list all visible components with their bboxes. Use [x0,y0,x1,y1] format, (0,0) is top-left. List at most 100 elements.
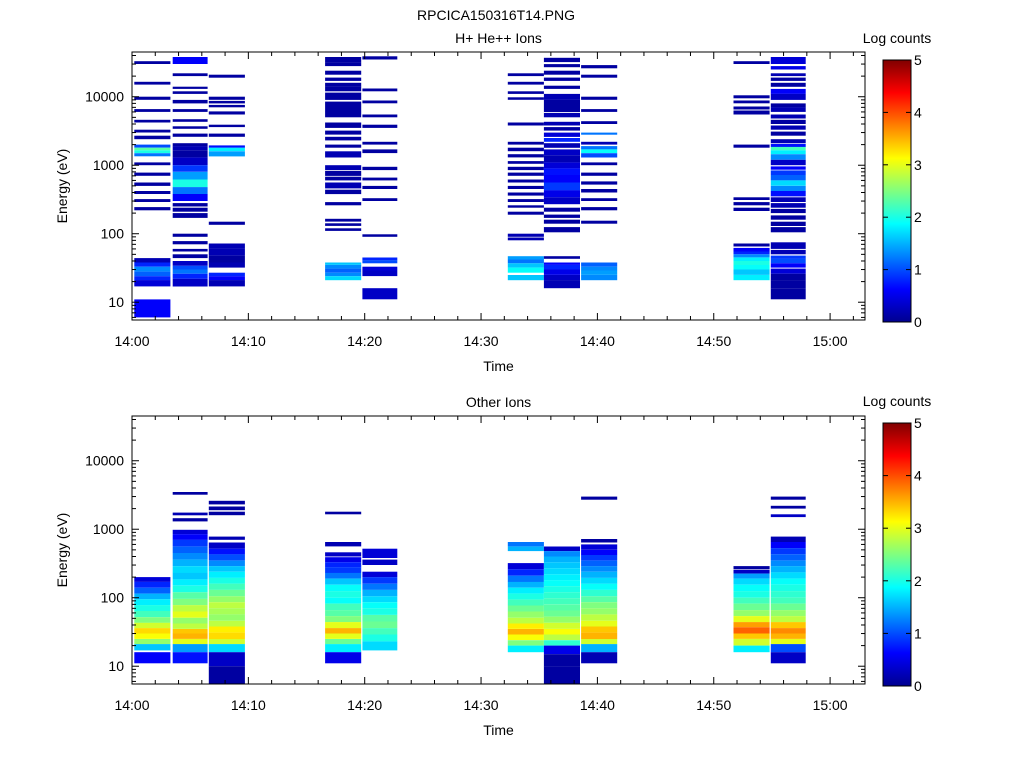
heatmap-cell [733,207,770,211]
heatmap-cell [581,571,618,578]
x-tick-label: 14:50 [696,333,731,349]
heatmap-cell [325,57,362,63]
heatmap-cell [172,579,208,586]
heatmap-cell [733,616,770,623]
heatmap-cell [325,552,362,557]
colorbar-label: Log counts [863,30,932,46]
heatmap-cell [362,641,398,651]
heatmap-cell [172,73,208,77]
heatmap-cell [172,265,208,270]
x-tick-label: 14:00 [114,697,149,713]
heatmap-cell [770,82,806,87]
heatmap-cell [362,266,398,271]
heatmap-cell [543,227,580,233]
heatmap-cell [134,150,171,154]
x-axis: 14:00 14:10 14:20 14:30 14:40 14:50 15:00 [114,52,854,349]
y-tick-label: 10000 [85,89,124,105]
heatmap-cell [733,251,770,255]
heatmap-cell [134,153,171,157]
heatmap-cell [543,162,580,169]
heatmap-cell [507,205,544,208]
heatmap-cell [543,275,580,281]
heatmap-cell [172,109,208,112]
y-tick-label: 1000 [93,521,124,537]
heatmap-cell [770,578,806,585]
heatmap-cell [208,571,245,578]
heatmap-cell [507,259,544,264]
heatmap-cell [770,197,806,202]
heatmap-cell [543,93,580,100]
heatmap-cell [733,254,770,258]
y-tick-label: 1000 [93,157,124,173]
heatmap-cell [362,141,398,145]
heatmap-cell [325,101,362,112]
heatmap-cell [134,639,171,645]
heatmap-cell [507,569,544,576]
heatmap-cell [543,610,580,617]
y-tick-label: 100 [101,226,125,242]
y-tick-label: 10000 [85,453,124,469]
heatmap-cell [362,124,398,128]
heatmap-cell [507,645,544,653]
colorbar-gradient [882,422,912,687]
heatmap-cell [325,189,362,195]
heatmap-cell [172,512,208,516]
heatmap-cell [325,82,362,87]
heatmap-cell [208,255,245,263]
x-tick-label: 14:30 [464,333,499,349]
heatmap-cell [172,492,208,495]
heatmap-cell [134,271,171,277]
heatmap-cell [208,602,245,609]
heatmap-cell [134,135,171,140]
heatmap-cell [172,241,208,245]
heatmap-cell [770,103,806,108]
heatmap-cell [770,150,806,155]
heatmap-cell [543,143,580,148]
heatmap-cell [172,278,208,287]
y-tick-label: 100 [101,590,125,606]
x-tick-label: 14:10 [231,697,266,713]
heatmap-cell [325,130,362,135]
heatmap-cell [172,617,208,624]
heatmap-cell [134,182,171,186]
heatmap-cell [770,191,806,197]
heatmap-cell [208,614,245,621]
heatmap-cell [543,121,580,126]
heatmap-cell [172,165,208,172]
heatmap-cell [325,86,362,92]
heatmap-cell [581,608,618,615]
heatmap-cell [134,258,171,263]
heatmap-cell [543,546,580,552]
x-tick-label: 14:00 [114,333,149,349]
y-tick-label: 10 [108,658,124,674]
heatmap-cell [770,242,806,249]
heatmap-cell [733,584,770,592]
heatmap-cell [325,610,362,617]
heatmap-cell [172,57,208,64]
heatmap-cell [543,568,580,575]
heatmap-cell [581,496,618,500]
heatmap-cell [507,161,544,164]
heatmap-cell [134,652,171,664]
heatmap-cell [733,639,770,646]
x-tick-label: 14:10 [231,333,266,349]
heatmap-cell [581,207,618,211]
heatmap-cell [581,146,618,150]
heatmap-cell [543,190,580,198]
heatmap-cell [134,147,171,151]
heatmap-cell [172,572,208,580]
heatmap-cell [208,608,245,615]
colorbar-tick-label: 0 [914,678,922,694]
heatmap-cell [134,81,171,85]
heatmap-cell [507,166,544,171]
heatmap-cell [362,177,398,181]
figure-title: RPCICA150316T14.PNG [417,7,575,23]
heatmap-cell [172,553,208,560]
heatmap-cell [172,248,208,252]
heatmap-cell [770,139,806,144]
y-axis-label: Energy (eV) [54,513,70,588]
colorbar-tick-label: 4 [914,104,922,120]
heatmap-cell [172,605,208,612]
heatmap-cell [208,589,245,597]
heatmap-cell [733,243,770,247]
